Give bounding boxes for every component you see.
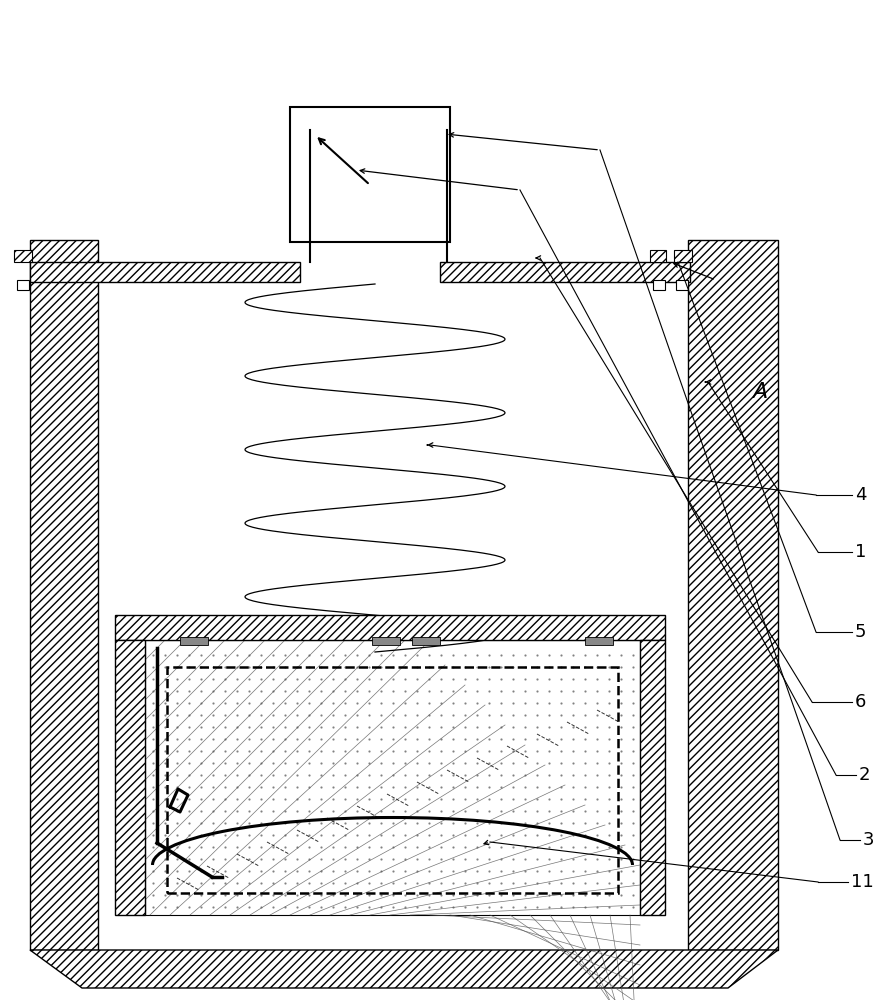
Text: 3: 3 [863,831,874,849]
Bar [674,250,692,262]
Bar [30,262,300,282]
Bar [653,280,665,290]
Bar [115,615,665,640]
Bar [145,640,640,915]
Text: 5: 5 [855,623,867,641]
Bar [440,262,690,282]
Text: 1: 1 [855,543,867,561]
Polygon shape [30,950,778,988]
Bar [412,637,440,645]
Text: 11: 11 [851,873,874,891]
Text: A: A [752,382,767,402]
Bar [688,240,778,950]
Bar [17,280,29,290]
Bar [167,667,618,893]
Text: 4: 4 [855,486,867,504]
Bar [676,280,688,290]
Bar [372,637,400,645]
Text: 2: 2 [859,766,871,784]
Bar [650,250,666,262]
Text: 6: 6 [855,693,867,711]
Bar [14,250,32,262]
Bar [180,637,208,645]
Bar [640,640,665,915]
Bar [290,107,450,242]
Bar [115,640,145,915]
Bar [30,240,98,950]
Bar [585,637,613,645]
